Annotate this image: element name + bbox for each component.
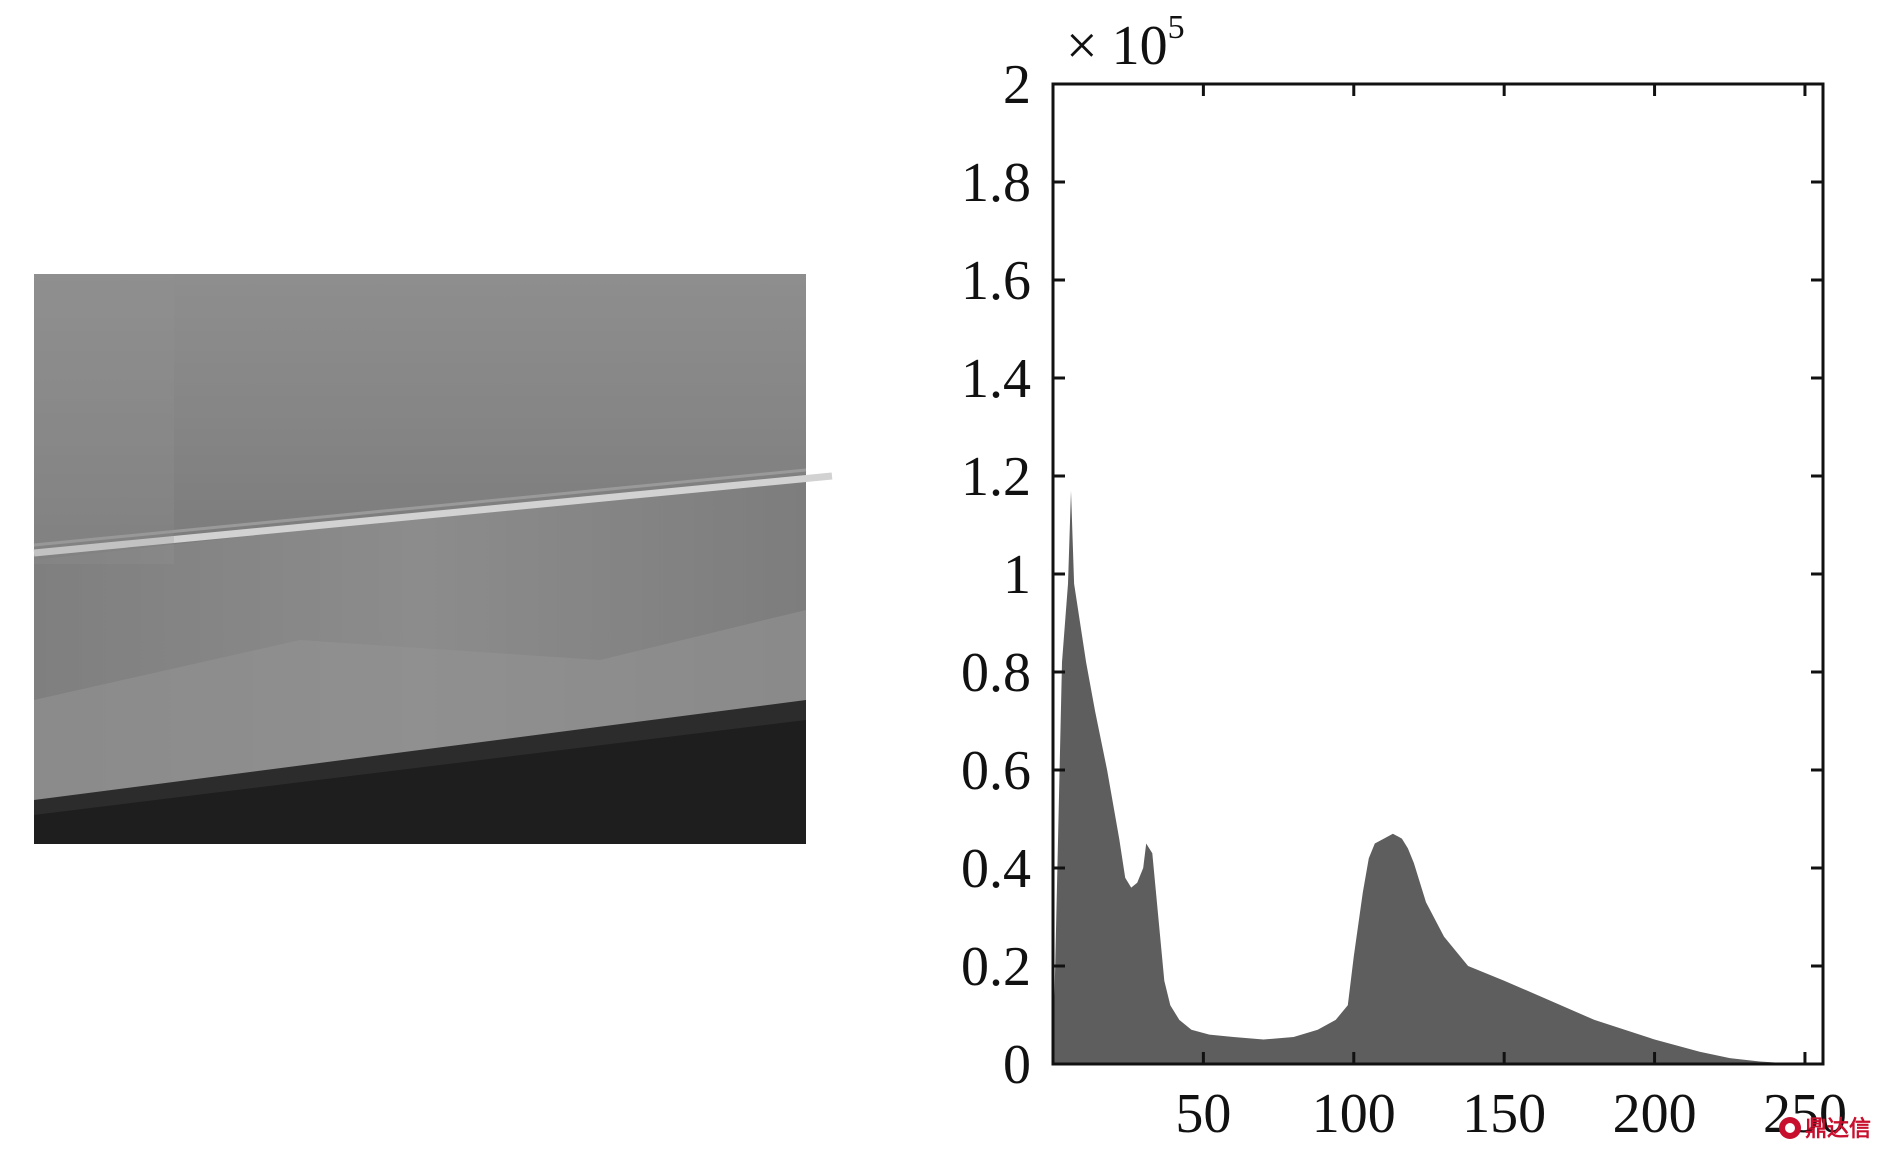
grayscale-photo [33,274,833,844]
y-tick-label: 2 [1003,54,1031,116]
y-multiplier-exponent: 5 [1168,9,1185,46]
y-tick-label: 1.4 [961,348,1031,410]
y-tick-label: 0 [1003,1034,1031,1096]
x-tick-label: 200 [1613,1083,1697,1145]
y-tick-label: 1.2 [961,446,1031,508]
y-tick-label: 0.6 [961,740,1031,802]
y-multiplier-label: × 105 [1066,9,1185,77]
x-tick-label: 250 [1763,1083,1847,1145]
histogram-area [1053,490,1823,1064]
histogram-chart: 0 0.2 0.4 0.6 0.8 1 1.2 1.4 1.6 1.8 2 50 100 150 200 2… [961,9,1847,1145]
y-axis: 0 0.2 0.4 0.6 0.8 1 1.2 1.4 1.6 1.8 2 [961,54,1823,1096]
y-tick-label: 0.4 [961,838,1031,900]
y-tick-label: 0.2 [961,936,1031,998]
plot-frame [1051,82,1825,1066]
y-tick-label: 1 [1003,544,1031,606]
y-tick-label: 1.8 [961,152,1031,214]
watermark-text: 鼎达信 [1805,1116,1871,1142]
y-tick-label: 1.6 [961,250,1031,312]
watermark: 鼎达信 [1779,1116,1871,1142]
x-axis: 50 100 150 200 250 [1175,84,1847,1145]
y-multiplier-base: × 10 [1066,15,1168,77]
x-tick-label: 100 [1312,1083,1396,1145]
x-tick-label: 150 [1462,1083,1546,1145]
y-tick-label: 0.8 [961,642,1031,704]
x-tick-label: 50 [1175,1083,1231,1145]
